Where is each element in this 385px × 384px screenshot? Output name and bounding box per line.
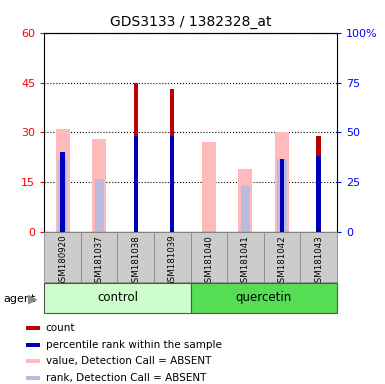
Text: GSM181042: GSM181042 xyxy=(278,235,286,288)
Text: GSM181039: GSM181039 xyxy=(168,235,177,288)
Text: control: control xyxy=(97,291,138,305)
Bar xyxy=(316,136,321,156)
Bar xyxy=(227,232,264,282)
Bar xyxy=(134,136,138,232)
Bar xyxy=(275,132,289,232)
Bar xyxy=(170,89,174,232)
Bar xyxy=(280,159,284,232)
Bar xyxy=(60,152,65,232)
Text: GSM181041: GSM181041 xyxy=(241,235,250,288)
Bar xyxy=(278,159,286,232)
Bar xyxy=(58,159,67,232)
Bar xyxy=(191,283,337,313)
Bar xyxy=(134,83,138,136)
Text: GSM181043: GSM181043 xyxy=(314,235,323,288)
Bar xyxy=(170,89,174,136)
Text: value, Detection Call = ABSENT: value, Detection Call = ABSENT xyxy=(46,356,211,366)
Bar xyxy=(316,136,321,232)
Text: agent: agent xyxy=(4,294,36,304)
Text: quercetin: quercetin xyxy=(236,291,292,305)
Bar xyxy=(26,359,40,363)
Bar xyxy=(191,232,227,282)
Bar xyxy=(202,142,216,232)
Bar xyxy=(26,326,40,330)
Bar xyxy=(44,232,81,282)
Bar xyxy=(316,156,321,232)
Text: GSM181037: GSM181037 xyxy=(95,235,104,288)
Bar xyxy=(154,232,191,282)
Bar xyxy=(241,186,250,232)
Bar xyxy=(117,232,154,282)
Bar xyxy=(95,179,104,232)
Text: rank, Detection Call = ABSENT: rank, Detection Call = ABSENT xyxy=(46,373,206,383)
Bar xyxy=(44,283,191,313)
Text: GSM180920: GSM180920 xyxy=(58,235,67,288)
Bar xyxy=(26,343,40,347)
Bar xyxy=(300,232,337,282)
Bar xyxy=(264,232,300,282)
Title: GDS3133 / 1382328_at: GDS3133 / 1382328_at xyxy=(110,15,271,29)
Bar xyxy=(55,129,70,232)
Text: count: count xyxy=(46,323,75,333)
Text: GSM181038: GSM181038 xyxy=(131,235,140,288)
Bar xyxy=(170,136,174,232)
Bar xyxy=(238,169,253,232)
Bar xyxy=(134,83,138,232)
Text: ▶: ▶ xyxy=(28,292,37,305)
Bar xyxy=(92,139,106,232)
Bar xyxy=(81,232,117,282)
Text: percentile rank within the sample: percentile rank within the sample xyxy=(46,340,222,350)
Bar xyxy=(26,376,40,380)
Text: GSM181040: GSM181040 xyxy=(204,235,213,288)
